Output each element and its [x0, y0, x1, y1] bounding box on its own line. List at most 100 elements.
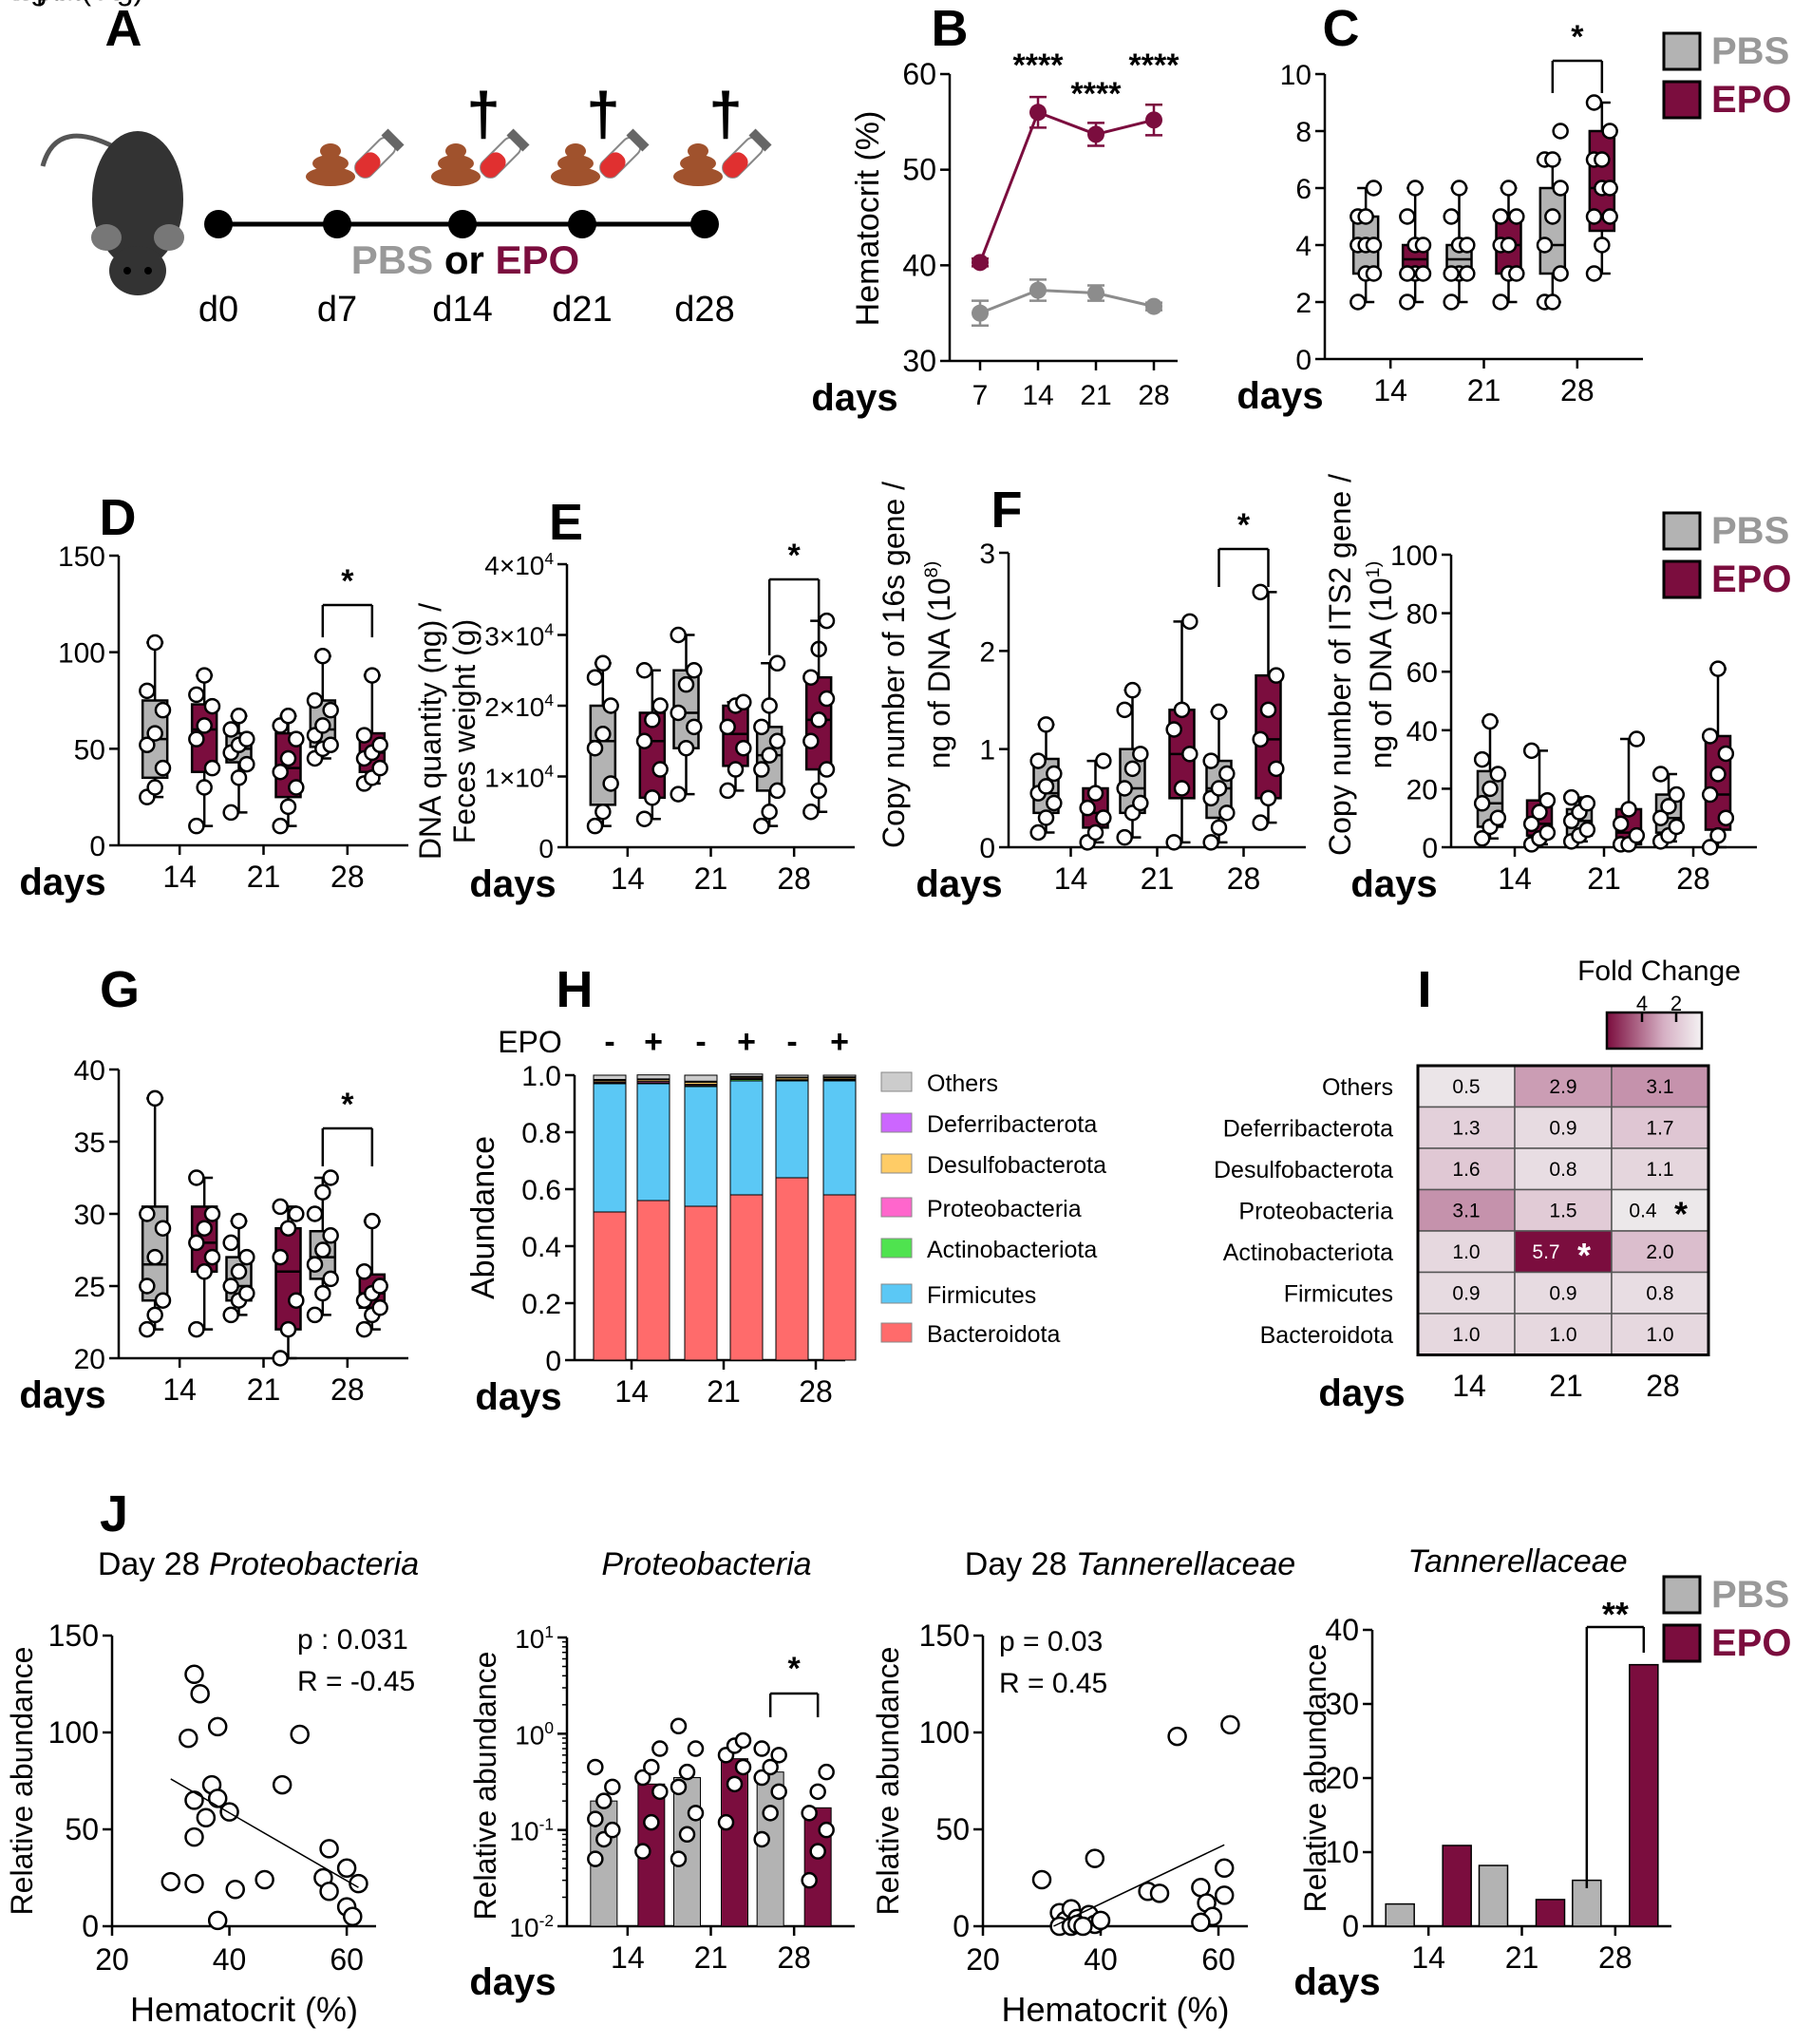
- panel-f2-its2-copy-number: 0 20 40 60 80 100 14 21 28 days Copy number of ITS…: [1323, 474, 1757, 905]
- y-tick-label: 0: [1295, 345, 1312, 376]
- data-point: [762, 1758, 779, 1776]
- data-point: [1165, 721, 1182, 738]
- panel-letter-j: J: [100, 1486, 128, 1542]
- scatter-point: [1191, 1912, 1211, 1933]
- panel-c-feces-number: 0 2 4 6 8 10 14 21 28 days Feces numberundefined *: [0, 0, 1643, 417]
- data-point: [770, 1783, 787, 1801]
- heatmap-value: 0.9: [1549, 1118, 1576, 1140]
- heatmap-cell: [1611, 1313, 1709, 1356]
- heatmap-value: 1.0: [1452, 1241, 1480, 1263]
- data-point: [670, 1850, 688, 1867]
- data-point: [719, 718, 736, 736]
- scatter-point: [343, 1906, 363, 1927]
- scatter-point: [1149, 1883, 1170, 1903]
- stacked-segment-bacteroidota: [684, 1205, 718, 1361]
- stacked-segment-bacteroidota: [729, 1194, 764, 1361]
- data-point: [1116, 828, 1133, 846]
- data-point: [734, 1758, 752, 1776]
- scatter-point: [1220, 1714, 1240, 1735]
- data-point: [1365, 265, 1383, 282]
- poop-part: [312, 155, 349, 172]
- y-tick-label: 40: [902, 248, 936, 282]
- panel-letter-e: E: [549, 494, 583, 551]
- y-tick-label: 10: [1325, 1835, 1359, 1869]
- data-point: [1268, 760, 1285, 778]
- mouse-eye: [144, 267, 152, 274]
- data-point: [1578, 821, 1596, 839]
- data-point: [314, 717, 331, 734]
- data-point: [203, 1205, 221, 1222]
- data-point: [1500, 237, 1518, 254]
- epo-sign: -: [604, 1024, 614, 1060]
- poop-icon: [306, 143, 355, 186]
- legend-label-epo: EPO: [1711, 558, 1791, 600]
- data-point: [306, 1306, 324, 1324]
- x-tick-label: 14: [614, 1374, 649, 1409]
- stat-r-value: R = -0.45: [297, 1666, 415, 1697]
- panel-letter-i: I: [1417, 961, 1431, 1018]
- legend-swatch-epo: [1662, 1623, 1702, 1663]
- scatter-point: [184, 1873, 204, 1894]
- data-point: [1552, 180, 1569, 197]
- data-point: [734, 1732, 752, 1750]
- data-point: [687, 1805, 705, 1822]
- data-point: [735, 693, 752, 711]
- data-point: [1585, 94, 1603, 111]
- x-tick-label: 21: [707, 1374, 741, 1409]
- data-point: [196, 667, 213, 684]
- panel-letter-b: B: [932, 0, 969, 57]
- poop-part: [673, 167, 723, 186]
- data-point: [1459, 237, 1476, 254]
- significance-stars: *: [341, 1087, 354, 1123]
- heatmap-row-label: Deferribacterota: [1223, 1116, 1393, 1143]
- poop-part: [445, 143, 466, 159]
- data-point: [203, 1248, 221, 1266]
- data-point: [1601, 180, 1618, 197]
- x-tick-label: 28: [1227, 861, 1261, 896]
- y-axis-title: Relative abundance: [5, 1647, 39, 1916]
- x-tick-label: 28: [1646, 1369, 1680, 1403]
- tube-cap: [506, 128, 530, 152]
- chart-title: Day 28 Proteobacteria: [98, 1546, 419, 1582]
- legend-swatch: [880, 1238, 913, 1259]
- data-point: [203, 759, 221, 777]
- significance-stars: *: [788, 1651, 802, 1687]
- y-tick-label: 0.6: [521, 1175, 561, 1206]
- heatmap-value: 1.7: [1646, 1118, 1673, 1140]
- stat-p-value: p : 0.031: [297, 1624, 408, 1656]
- y-tick-label: 101: [515, 1622, 554, 1654]
- data-point: [288, 1292, 305, 1309]
- x-axis-title: days: [469, 1961, 556, 2003]
- data-point: [146, 1248, 163, 1266]
- x-tick-label: 21: [1587, 861, 1621, 896]
- data-point: [1399, 208, 1416, 225]
- blood-tube-icon: [599, 128, 650, 179]
- data-point: [238, 1284, 255, 1302]
- box-epo: [722, 704, 749, 767]
- data-point: [762, 1805, 779, 1822]
- y-tick-label: 0: [1342, 1909, 1359, 1943]
- data-point: [753, 1830, 770, 1848]
- data-point: [678, 1826, 696, 1844]
- data-point: [801, 1805, 818, 1822]
- data-point: [670, 704, 687, 722]
- data-point: [230, 1212, 248, 1230]
- data-point: [1544, 208, 1561, 225]
- stacked-segment-others: [775, 1074, 809, 1078]
- data-point: [355, 727, 373, 744]
- x-tick-label: 14: [1022, 380, 1053, 411]
- stacked-segment-others: [593, 1074, 627, 1080]
- y-tick-label: 0: [1422, 833, 1438, 864]
- y-tick-label: 30: [902, 344, 936, 378]
- data-point: [586, 669, 604, 686]
- heatmap-value: 1.3: [1452, 1118, 1480, 1140]
- y-tick-label: 6: [1295, 174, 1312, 205]
- death-cross: †: [708, 80, 743, 148]
- box-pbs: [1538, 186, 1567, 275]
- x-tick-label: 21: [1141, 861, 1175, 896]
- data-point: [1701, 839, 1719, 856]
- poop-part: [565, 143, 586, 159]
- data-point: [238, 755, 255, 773]
- data-point: [753, 1740, 770, 1757]
